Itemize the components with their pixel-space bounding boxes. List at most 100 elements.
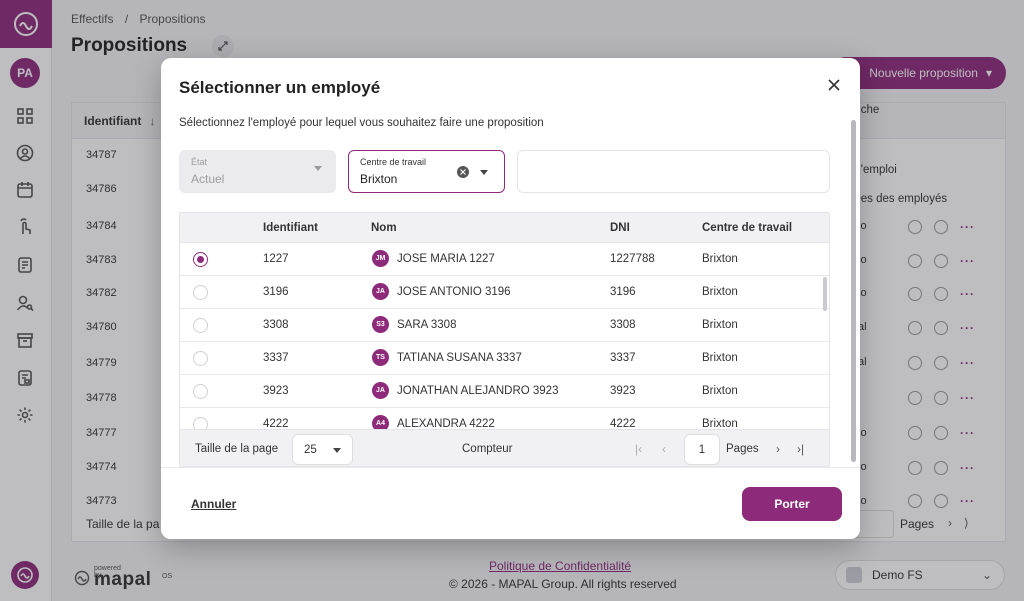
comment-icon[interactable] bbox=[908, 321, 922, 335]
more-options-icon[interactable]: ··· bbox=[960, 461, 975, 475]
calendar-icon[interactable] bbox=[15, 180, 35, 200]
first-page-icon[interactable]: |‹ bbox=[635, 442, 643, 456]
next-page-icon[interactable]: › bbox=[776, 442, 780, 456]
grid-scrollbar[interactable] bbox=[823, 277, 827, 311]
attachment-icon[interactable] bbox=[934, 254, 948, 268]
cell-dni: 3337 bbox=[610, 352, 636, 364]
more-options-icon[interactable]: ··· bbox=[960, 287, 975, 301]
user-profile-icon[interactable] bbox=[15, 143, 35, 163]
caret-down-icon[interactable] bbox=[480, 170, 488, 175]
background-next-page-icon[interactable]: ›⟩ bbox=[948, 516, 981, 530]
more-options-icon[interactable]: ··· bbox=[960, 426, 975, 440]
attachment-icon[interactable] bbox=[934, 287, 948, 301]
radio-unselected[interactable] bbox=[193, 351, 208, 366]
table-row[interactable]: 3196 JA JOSE ANTONIO 3196 3196 Brixton bbox=[180, 276, 829, 309]
more-options-icon[interactable]: ··· bbox=[960, 391, 975, 405]
table-row[interactable]: 3923 JA JONATHAN ALEJANDRO 3923 3923 Bri… bbox=[180, 375, 829, 408]
attachment-icon[interactable] bbox=[934, 461, 948, 475]
radio-unselected[interactable] bbox=[193, 417, 208, 429]
hand-pointer-icon[interactable] bbox=[15, 217, 35, 237]
page-number-input[interactable]: 1 bbox=[684, 434, 720, 465]
cell-dni: 4222 bbox=[610, 418, 636, 429]
powered-by-text: powered by bbox=[94, 565, 121, 579]
column-header-name[interactable]: Nom bbox=[371, 222, 397, 234]
comment-icon[interactable] bbox=[908, 494, 922, 508]
radio-unselected[interactable] bbox=[193, 384, 208, 399]
radio-unselected[interactable] bbox=[193, 285, 208, 300]
attachment-icon[interactable] bbox=[934, 391, 948, 405]
cell-id: 3196 bbox=[263, 286, 289, 298]
more-options-icon[interactable]: ··· bbox=[960, 321, 975, 335]
employees-grid: Identifiant Nom DNI Centre de travail 12… bbox=[179, 212, 830, 467]
settings-gear-icon[interactable] bbox=[15, 405, 35, 425]
archive-icon[interactable] bbox=[15, 330, 35, 350]
more-options-icon[interactable]: ··· bbox=[960, 356, 975, 370]
background-row-id: 34784 bbox=[86, 220, 117, 232]
search-input[interactable] bbox=[517, 150, 830, 193]
modal-scrollbar[interactable] bbox=[851, 120, 856, 462]
background-cell: lo bbox=[858, 220, 867, 232]
attachment-icon[interactable] bbox=[934, 321, 948, 335]
dashboard-icon[interactable] bbox=[15, 106, 35, 126]
last-page-icon[interactable]: ›| bbox=[797, 442, 805, 456]
report-icon[interactable] bbox=[15, 368, 35, 388]
cell-name: SARA 3308 bbox=[397, 319, 457, 331]
comment-icon[interactable] bbox=[908, 426, 922, 440]
user-avatar[interactable]: PA bbox=[10, 58, 40, 88]
employee-avatar: TS bbox=[372, 349, 389, 366]
copyright-text: © 2026 - MAPAL Group. All rights reserve… bbox=[449, 577, 677, 591]
comment-icon[interactable] bbox=[908, 391, 922, 405]
comment-icon[interactable] bbox=[908, 461, 922, 475]
close-icon[interactable] bbox=[825, 76, 843, 94]
cell-id: 1227 bbox=[263, 253, 289, 265]
radio-unselected[interactable] bbox=[193, 318, 208, 333]
work-center-filter[interactable]: Centre de travail Brixton bbox=[348, 150, 505, 193]
clear-icon[interactable] bbox=[457, 166, 469, 178]
sort-arrow-icon[interactable]: ↓ bbox=[149, 113, 156, 128]
app-bottom-logo-icon[interactable] bbox=[11, 561, 39, 589]
sidebar: PA bbox=[0, 0, 52, 601]
privacy-policy-link[interactable]: Politique de Confidentialité bbox=[489, 559, 632, 573]
cell-dni: 3196 bbox=[610, 286, 636, 298]
comment-icon[interactable] bbox=[908, 254, 922, 268]
previous-page-icon[interactable]: ‹ bbox=[662, 442, 666, 456]
app-logo[interactable] bbox=[0, 0, 52, 48]
background-header-id[interactable]: Identifiant bbox=[84, 113, 142, 128]
table-row[interactable]: 4222 A4 ALEXANDRA 4222 4222 Brixton bbox=[180, 408, 829, 429]
comment-icon[interactable] bbox=[908, 287, 922, 301]
attachment-icon[interactable] bbox=[934, 426, 948, 440]
more-options-icon[interactable]: ··· bbox=[960, 254, 975, 268]
table-row[interactable]: 1227 JM JOSE MARIA 1227 1227788 Brixton bbox=[180, 243, 829, 276]
cell-id: 3308 bbox=[263, 319, 289, 331]
row-actions: ··· bbox=[908, 426, 975, 440]
background-row-id: 34780 bbox=[86, 321, 117, 333]
dropdown-menu-item[interactable]: nées des employés bbox=[848, 193, 948, 205]
cancel-button[interactable]: Annuler bbox=[191, 497, 237, 511]
more-options-icon[interactable]: ··· bbox=[960, 494, 975, 508]
page-size-label: Taille de la page bbox=[195, 443, 279, 455]
expand-icon[interactable] bbox=[212, 35, 234, 57]
comment-icon[interactable] bbox=[908, 356, 922, 370]
column-header-id[interactable]: Identifiant bbox=[263, 222, 318, 234]
radio-selected[interactable] bbox=[193, 252, 208, 267]
dropdown-menu-item[interactable]: t d'emploi bbox=[848, 164, 897, 176]
row-actions: ··· bbox=[908, 321, 975, 335]
submit-button[interactable]: Porter bbox=[742, 487, 842, 521]
page-size-select[interactable]: 25 bbox=[292, 434, 353, 465]
comment-icon[interactable] bbox=[908, 220, 922, 234]
site-selector[interactable]: Demo FS ⌄ bbox=[835, 560, 1005, 590]
column-header-dni[interactable]: DNI bbox=[610, 222, 630, 234]
attachment-icon[interactable] bbox=[934, 220, 948, 234]
column-header-work-center[interactable]: Centre de travail bbox=[702, 222, 793, 234]
status-filter-label: État bbox=[191, 157, 208, 167]
table-row[interactable]: 3308 S3 SARA 3308 3308 Brixton bbox=[180, 309, 829, 342]
attachment-icon[interactable] bbox=[934, 356, 948, 370]
mapal-logo-icon bbox=[74, 570, 90, 586]
more-options-icon[interactable]: ··· bbox=[960, 220, 975, 234]
document-icon[interactable] bbox=[15, 255, 35, 275]
table-row[interactable]: 3337 TS TATIANA SUSANA 3337 3337 Brixton bbox=[180, 342, 829, 375]
work-center-value: Brixton bbox=[360, 172, 398, 186]
breadcrumb-effectifs[interactable]: Effectifs bbox=[71, 12, 114, 26]
user-search-icon[interactable] bbox=[15, 293, 35, 313]
attachment-icon[interactable] bbox=[934, 494, 948, 508]
